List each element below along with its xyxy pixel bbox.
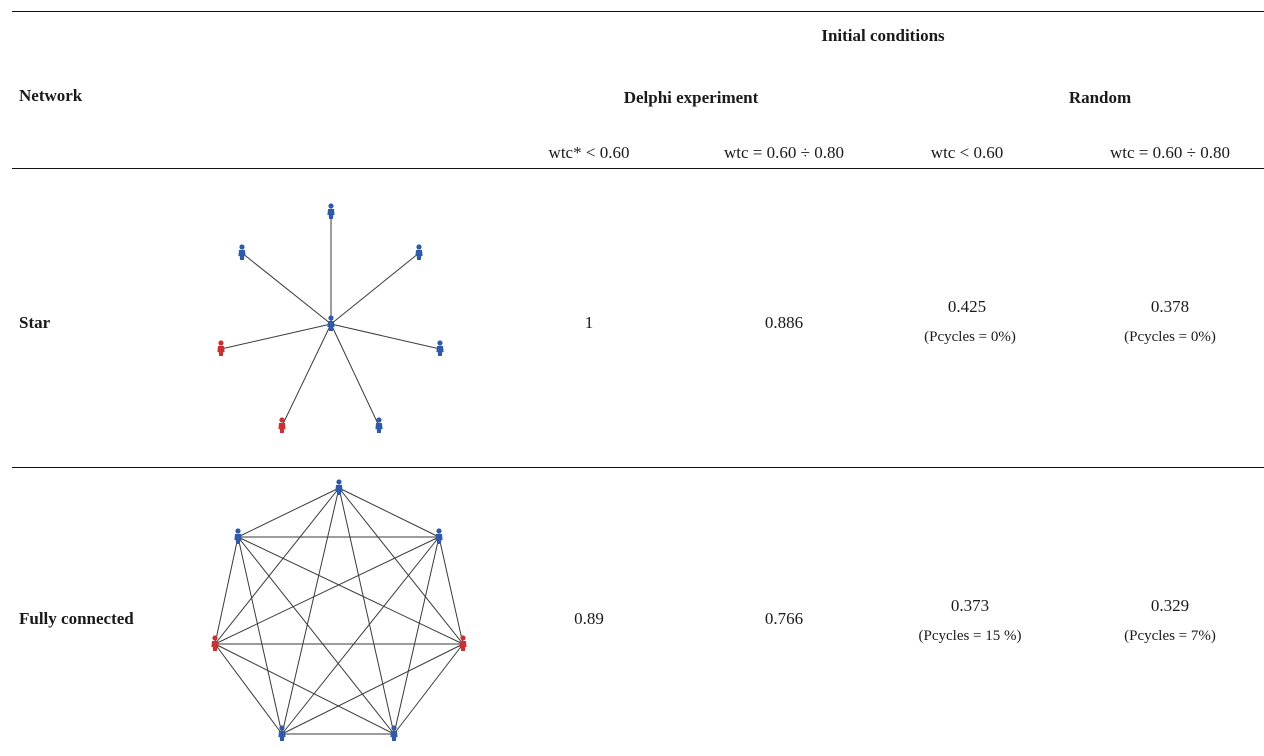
full-value-4: 0.329: [1150, 596, 1190, 615]
star-edge: [241, 252, 332, 325]
person-icon: [375, 417, 383, 433]
person-icon: [327, 315, 335, 331]
full-edge: [237, 536, 395, 735]
star-edge: [281, 323, 332, 427]
full-note-4: (Pcycles = 7%): [1124, 628, 1216, 644]
random-header: Random: [1068, 88, 1132, 107]
person-icon: [415, 244, 423, 260]
person-icon: [211, 635, 219, 651]
column-header-4: wtc = 0.60 ÷ 0.80: [1110, 143, 1230, 162]
star-value-4: 0.378: [1150, 297, 1190, 316]
fully-connected-network-diagram: [211, 479, 467, 741]
column-header-3: wtc < 0.60: [930, 143, 1004, 162]
full-edge: [338, 487, 464, 645]
group-title: Initial conditions: [821, 26, 945, 45]
full-edge: [214, 536, 440, 645]
full-edge: [281, 536, 440, 735]
star-value-2: 0.886: [764, 313, 804, 332]
full-edge: [281, 487, 340, 735]
person-icon: [238, 244, 246, 260]
full-edge: [338, 487, 395, 735]
full-value-1: 0.89: [574, 609, 604, 628]
person-icon: [278, 725, 286, 741]
person-icon: [335, 479, 343, 495]
person-icon: [217, 340, 225, 356]
full-edge: [338, 487, 440, 538]
column-header-1: wtc* < 0.60: [548, 143, 630, 162]
full-edge: [214, 643, 283, 735]
person-icon: [459, 635, 467, 651]
star-edge: [330, 323, 380, 427]
star-edge: [220, 323, 332, 350]
star-edge: [330, 323, 441, 350]
person-icon: [327, 203, 335, 219]
full-value-2: 0.766: [764, 609, 804, 628]
table-top-rule: [12, 11, 1264, 12]
full-edge: [438, 536, 464, 645]
header-bottom-rule: [12, 168, 1264, 169]
full-edge: [237, 487, 340, 538]
star-network-diagram: [217, 203, 444, 433]
full-note-3: (Pcycles = 15 %): [918, 628, 1022, 644]
person-icon: [435, 528, 443, 544]
row-label-fully-connected: Fully connected: [19, 609, 134, 628]
full-edge: [393, 643, 464, 735]
full-value-3: 0.373: [950, 596, 990, 615]
full-edge: [237, 536, 464, 645]
person-icon: [436, 340, 444, 356]
delphi-experiment-header: Delphi experiment: [623, 88, 759, 107]
column-header-2: wtc = 0.60 ÷ 0.80: [724, 143, 844, 162]
star-note-4: (Pcycles = 0%): [1124, 329, 1216, 345]
full-edge: [214, 536, 239, 645]
star-value-3: 0.425: [947, 297, 987, 316]
row-label-star: Star: [19, 313, 51, 332]
person-icon: [278, 417, 286, 433]
full-edge: [237, 536, 283, 735]
full-edge: [214, 643, 395, 735]
star-edge: [330, 252, 420, 325]
star-value-1: 1: [584, 313, 594, 332]
full-edge: [214, 487, 340, 645]
star-note-3: (Pcycles = 0%): [924, 329, 1016, 345]
person-icon: [234, 528, 242, 544]
full-edge: [281, 643, 464, 735]
row-separator-rule: [12, 467, 1264, 468]
full-edge: [393, 536, 440, 735]
network-column-header: Network: [19, 86, 83, 105]
person-icon: [390, 725, 398, 741]
